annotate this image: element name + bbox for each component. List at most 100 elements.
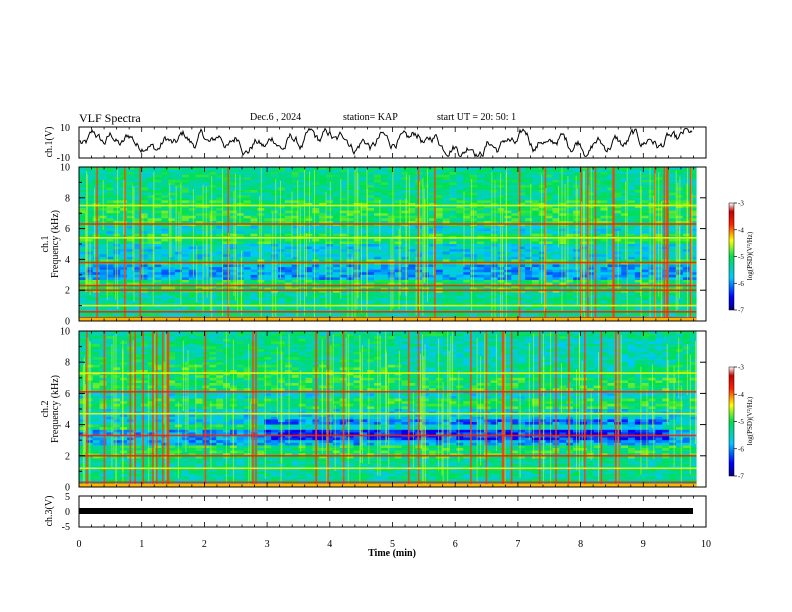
spectrogram-cell xyxy=(546,218,553,221)
spectrogram-cell xyxy=(477,231,484,234)
spectrogram-cell xyxy=(374,280,381,283)
spectrogram-cell xyxy=(546,272,553,275)
spectrogram-cell xyxy=(402,234,409,237)
spectrogram-cell xyxy=(628,216,635,219)
spectrogram-cell xyxy=(154,177,161,180)
spectrogram-cell xyxy=(326,208,333,211)
spectrogram-cell xyxy=(642,254,649,257)
spectrogram-cell xyxy=(504,170,511,173)
spectrogram-cell xyxy=(477,295,484,298)
spectrogram-cell xyxy=(511,247,518,250)
spectrogram-cell xyxy=(443,193,450,196)
spectrogram-cell xyxy=(381,190,388,193)
spectrogram-cell xyxy=(504,239,511,242)
spectrogram-cell xyxy=(402,244,409,247)
spectrogram-cell xyxy=(477,247,484,250)
spectrogram-cell xyxy=(546,270,553,273)
spectrogram-cell xyxy=(86,300,93,303)
spectrogram-cell xyxy=(552,300,559,303)
spectrogram-cell xyxy=(154,265,161,268)
spectrogram-cell xyxy=(326,218,333,221)
spectrogram-cell xyxy=(333,226,340,229)
spectrogram-cell xyxy=(278,185,285,188)
spectrogram-cell xyxy=(374,170,381,173)
spectrogram-cell xyxy=(367,293,374,296)
spectrogram-cell xyxy=(395,275,402,278)
spectrogram-cell xyxy=(319,277,326,280)
spectrogram-cell xyxy=(614,195,621,198)
spectrogram-cell xyxy=(408,277,415,280)
spectrogram-cell xyxy=(154,216,161,219)
spectrogram-cell xyxy=(79,252,86,255)
spectrogram-cell xyxy=(463,177,470,180)
spectrogram-cell xyxy=(546,249,553,252)
spectrogram-cell xyxy=(463,188,470,191)
spectrogram-cell xyxy=(395,195,402,198)
spectrogram-cell xyxy=(141,195,148,198)
spectrogram-cell xyxy=(477,234,484,237)
spectrogram-cell xyxy=(559,177,566,180)
spectrogram-cell xyxy=(154,254,161,257)
spectrogram-cell xyxy=(319,229,326,232)
spectrogram-cell xyxy=(326,267,333,270)
spectrogram-cell xyxy=(106,198,113,201)
spectrogram-cell xyxy=(381,249,388,252)
spectrogram-cell xyxy=(532,216,539,219)
spectrogram-cell xyxy=(498,218,505,221)
spectrogram-cell xyxy=(669,190,676,193)
spectrogram-cell xyxy=(285,249,292,252)
spectrogram-cell xyxy=(525,172,532,175)
spectrogram-cell xyxy=(498,193,505,196)
spectrogram-cell xyxy=(141,265,148,268)
spectrogram-cell xyxy=(450,231,457,234)
spectrogram-cell xyxy=(312,198,319,201)
spectrogram-cell xyxy=(436,188,443,191)
spectrogram-cell xyxy=(669,298,676,301)
spectrogram-cell xyxy=(154,195,161,198)
spectrogram-cell xyxy=(127,170,134,173)
spectrogram-cell xyxy=(367,239,374,242)
spectrogram-cell xyxy=(326,300,333,303)
spectrogram-cell xyxy=(319,241,326,244)
spectrogram-cell xyxy=(106,190,113,193)
spectrogram-cell xyxy=(456,298,463,301)
spectrogram-cell xyxy=(120,249,127,252)
spectrogram-cell xyxy=(127,177,134,180)
spectrogram-cell xyxy=(642,234,649,237)
spectrogram-cell xyxy=(683,190,690,193)
spectrogram-cell xyxy=(278,182,285,185)
spectrogram-cell xyxy=(271,195,278,198)
spectrogram-cell xyxy=(477,226,484,229)
spectrogram-cell xyxy=(223,249,230,252)
spectrogram-cell xyxy=(504,244,511,247)
spectrogram-cell xyxy=(264,295,271,298)
spectrogram-cell xyxy=(511,216,518,219)
spectrogram-cell xyxy=(312,218,319,221)
spectrogram-cell xyxy=(196,231,203,234)
spectrogram-cell xyxy=(566,249,573,252)
spectrogram-cell xyxy=(333,275,340,278)
spectrogram-cell xyxy=(532,193,539,196)
spectrogram-cell xyxy=(326,185,333,188)
spectrogram-cell xyxy=(532,182,539,185)
spectrogram-cell xyxy=(161,185,168,188)
spectrogram-cell xyxy=(525,275,532,278)
spectrogram-cell xyxy=(312,216,319,219)
spectrogram-cell xyxy=(79,218,86,221)
spectrogram-cell xyxy=(141,254,148,257)
spectrogram-cell xyxy=(484,234,491,237)
spectrogram-cell xyxy=(264,254,271,257)
spectrogram-cell xyxy=(79,234,86,237)
spectrogram-cell xyxy=(113,226,120,229)
spectrogram-cell xyxy=(100,247,107,250)
spectrogram-cell xyxy=(402,239,409,242)
spectrogram-cell xyxy=(642,270,649,273)
spectrogram-cell xyxy=(408,265,415,268)
spectrogram-cell xyxy=(402,257,409,260)
spectrogram-cell xyxy=(189,300,196,303)
spectrogram-cell xyxy=(477,182,484,185)
spectrogram-cell xyxy=(628,254,635,257)
spectrogram-cell xyxy=(251,216,258,219)
spectrogram-cell xyxy=(683,185,690,188)
spectrogram-cell xyxy=(566,300,573,303)
